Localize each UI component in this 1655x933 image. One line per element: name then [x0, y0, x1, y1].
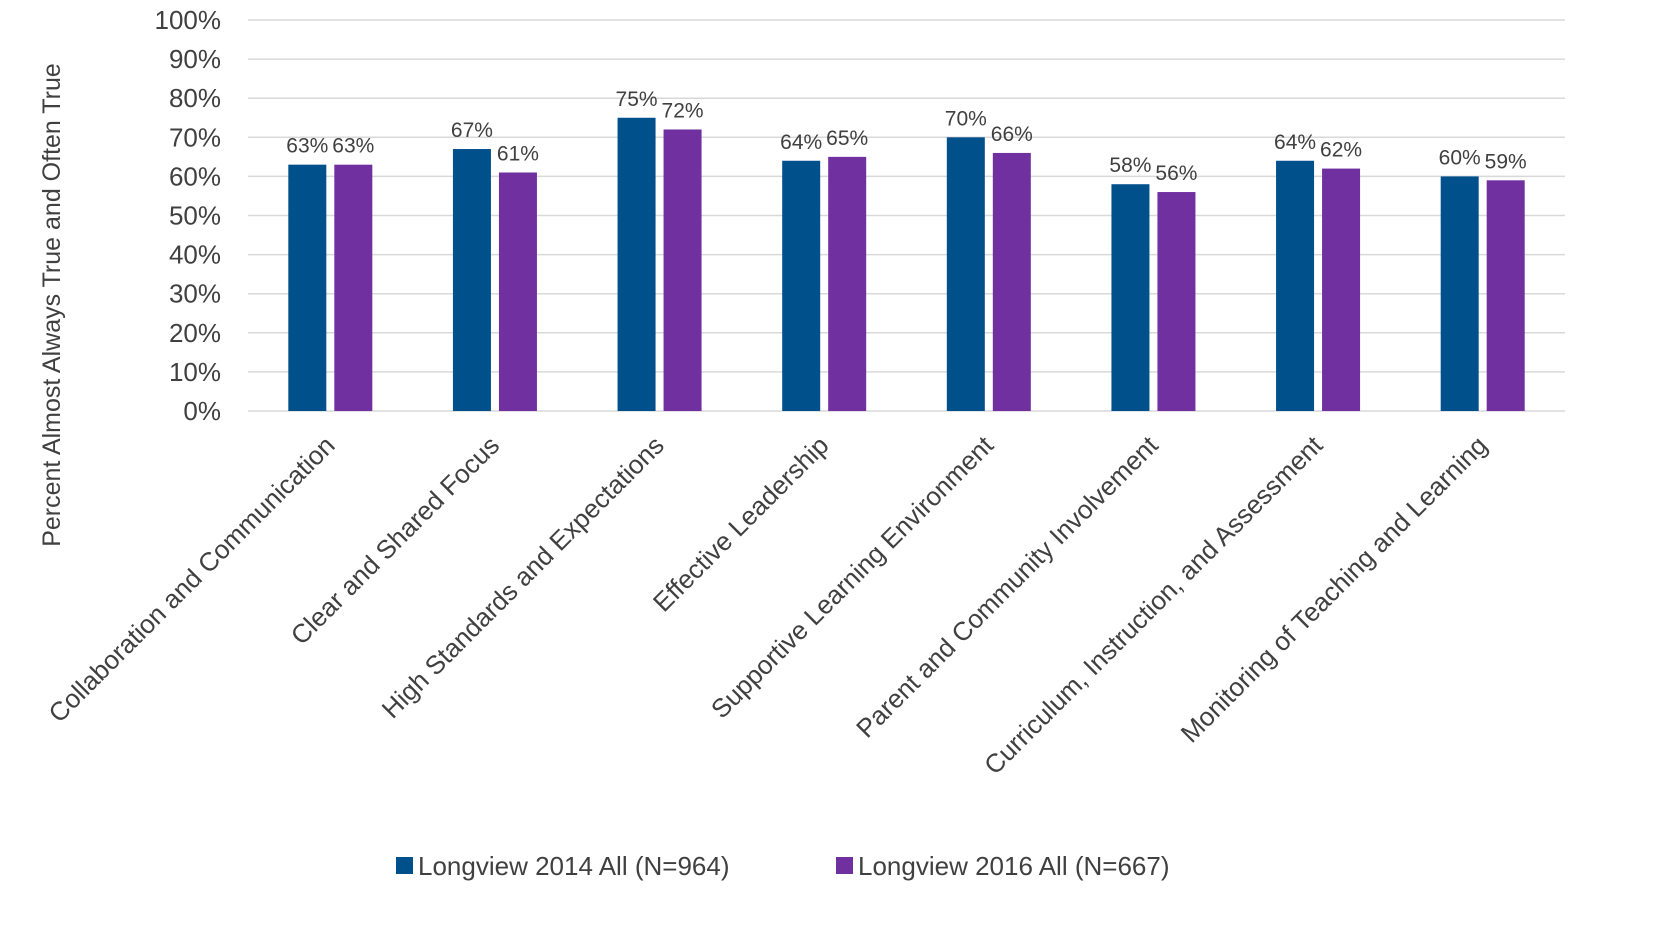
category-label: High Standards and Expectations	[376, 430, 670, 724]
legend: Longview 2014 All (N=964) Longview 2016 A…	[396, 851, 1169, 881]
bar-2016	[1486, 180, 1525, 411]
y-tick-label: 60%	[169, 161, 221, 191]
data-label: 62%	[1320, 139, 1362, 162]
bar-2016	[1157, 192, 1196, 411]
data-label: 64%	[780, 131, 822, 154]
category-label: Collaboration and Communication	[42, 430, 340, 728]
bar-2014	[617, 117, 656, 411]
bar-2016	[992, 152, 1031, 411]
data-label: 65%	[826, 127, 868, 150]
legend-label: Longview 2016 All (N=667)	[858, 851, 1169, 881]
bar-2014	[1276, 160, 1315, 411]
legend-label: Longview 2014 All (N=964)	[418, 851, 729, 881]
data-label: 66%	[991, 123, 1033, 146]
category-label: Monitoring of Teaching and Learning	[1175, 430, 1493, 748]
data-label: 70%	[945, 107, 987, 130]
data-label: 63%	[286, 135, 328, 158]
bar-2014	[1111, 184, 1150, 411]
y-tick-label: 0%	[183, 396, 221, 426]
bar-2016	[498, 172, 537, 411]
y-tick-label: 10%	[169, 357, 221, 387]
bar-2016	[1322, 168, 1361, 411]
data-label: 72%	[662, 99, 704, 122]
bar-2016	[828, 156, 867, 411]
bar-2014	[452, 149, 491, 411]
data-label: 63%	[332, 135, 374, 158]
data-labels: 63% 63%67%61%75%72%64% 65%70%66%58% 56%64% 6…	[286, 88, 1526, 185]
data-label: 59%	[1485, 150, 1527, 173]
y-tick-label: 50%	[169, 201, 221, 231]
data-label: 61%	[497, 142, 539, 165]
category-label: Effective Leadership	[647, 430, 834, 617]
y-tick-label: 100%	[155, 5, 222, 35]
y-tick-label: 40%	[169, 240, 221, 270]
data-label: 58%	[1109, 154, 1151, 177]
y-axis-title: Percent Almost Always True and Often Tru…	[38, 63, 66, 547]
gridlines	[248, 19, 1565, 412]
legend-swatch	[836, 857, 853, 874]
bars	[288, 117, 1525, 412]
bar-2016	[334, 164, 373, 411]
bar-2014	[782, 160, 821, 411]
y-tick-label: 20%	[169, 318, 221, 348]
bar-2016	[663, 129, 702, 412]
data-label: 64%	[1274, 131, 1316, 154]
data-label: 67%	[451, 119, 493, 142]
category-label: Curriculum, Instruction, and Assessment	[978, 429, 1329, 780]
legend-swatch	[396, 857, 413, 874]
y-axis-ticks: 0% 10% 20% 30% 40% 50% 60% 70% 80% 90% 100%	[155, 5, 222, 426]
bar-2014	[946, 137, 985, 412]
data-label: 75%	[616, 88, 658, 111]
y-tick-label: 90%	[169, 44, 221, 74]
category-label: Parent and Community Involvement	[850, 429, 1164, 743]
bar-2014	[288, 164, 327, 411]
category-label: Supportive Learning Environment	[705, 429, 1000, 724]
y-tick-label: 70%	[169, 122, 221, 152]
y-tick-label: 80%	[169, 83, 221, 113]
y-tick-label: 30%	[169, 279, 221, 309]
bar-2014	[1440, 176, 1479, 411]
data-label: 60%	[1439, 146, 1481, 169]
data-label: 56%	[1155, 162, 1197, 185]
